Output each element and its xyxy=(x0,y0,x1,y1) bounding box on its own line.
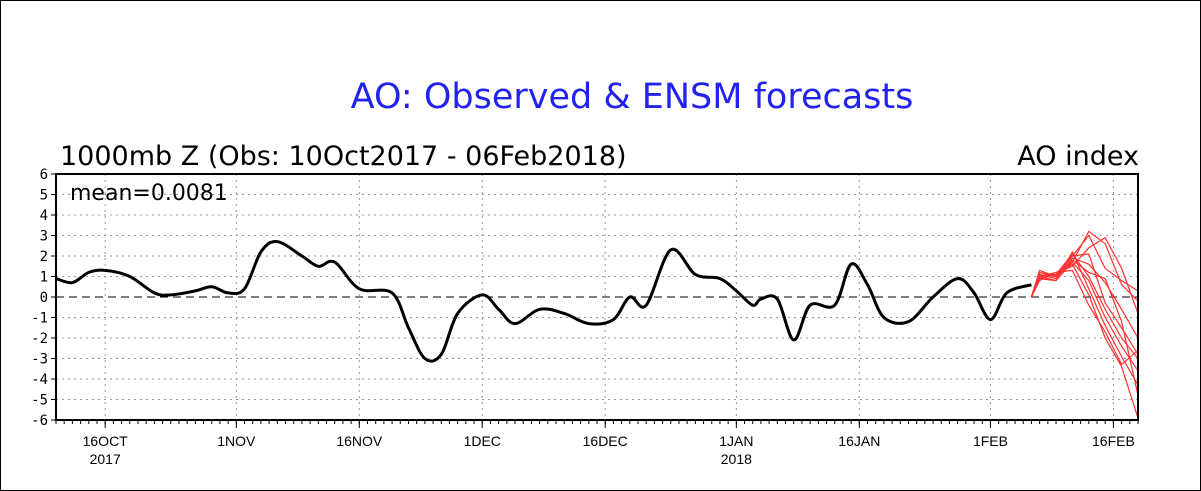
observed-series-group xyxy=(55,240,1032,363)
forecast-member-line xyxy=(1030,230,1139,302)
y-axis: 6 5 4 3 2 1 0 -1 -2 -3 -4 -5 -6 xyxy=(31,167,56,429)
y-tick-label: -2 xyxy=(31,331,48,347)
forecast-member-line xyxy=(1030,269,1139,366)
y-tick-label: 5 xyxy=(40,188,48,204)
x-tick-label: 16FEB xyxy=(1092,433,1135,449)
forecast-member-line xyxy=(1030,259,1139,396)
forecast-member-line xyxy=(1030,261,1139,372)
y-tick-label: 6 xyxy=(40,167,48,183)
x-tick-label: 16NOV xyxy=(336,433,383,449)
y-tick-label: -1 xyxy=(31,311,48,327)
grid-lines xyxy=(56,174,1138,420)
y-tick-label: -3 xyxy=(31,352,48,368)
x-tick-label: 16JAN xyxy=(838,433,880,449)
mean-annotation: mean=0.0081 xyxy=(70,181,228,206)
x-tick-label: 1JAN xyxy=(719,433,753,449)
y-tick-label: 0 xyxy=(40,290,48,306)
forecast-member-line xyxy=(1030,253,1139,355)
x-tick-label: 16OCT xyxy=(83,433,129,449)
x-tick-year-label: 2017 xyxy=(90,451,121,467)
chart-title: AO: Observed & ENSM forecasts xyxy=(351,77,914,117)
y-tick-label: -6 xyxy=(31,413,48,429)
x-tick-year-label: 2018 xyxy=(721,451,752,467)
observed-ao-line xyxy=(55,240,1032,363)
forecast-series-group xyxy=(1030,230,1139,419)
x-tick-label: 16DEC xyxy=(583,433,628,449)
index-label: AO index xyxy=(1017,141,1139,172)
x-axis: 16OCT 2017 1NOV 16NOV 1DEC 16DEC 1JAN 2018 16JAN… xyxy=(55,420,1139,467)
forecast-member-line xyxy=(1030,251,1139,386)
forecast-member-line xyxy=(1030,263,1139,419)
chart-subtitle: 1000mb Z (Obs: 10Oct2017 - 06Feb2018) xyxy=(60,141,627,172)
y-tick-label: 3 xyxy=(40,229,48,245)
y-tick-label: -5 xyxy=(31,393,48,409)
x-tick-label: 1DEC xyxy=(464,433,501,449)
x-tick-label: 1FEB xyxy=(973,433,1008,449)
y-tick-label: 1 xyxy=(40,270,48,286)
y-tick-label: -4 xyxy=(31,372,48,388)
y-tick-label: 2 xyxy=(40,249,48,265)
y-tick-label: 4 xyxy=(40,208,48,224)
x-tick-label: 1NOV xyxy=(217,433,256,449)
